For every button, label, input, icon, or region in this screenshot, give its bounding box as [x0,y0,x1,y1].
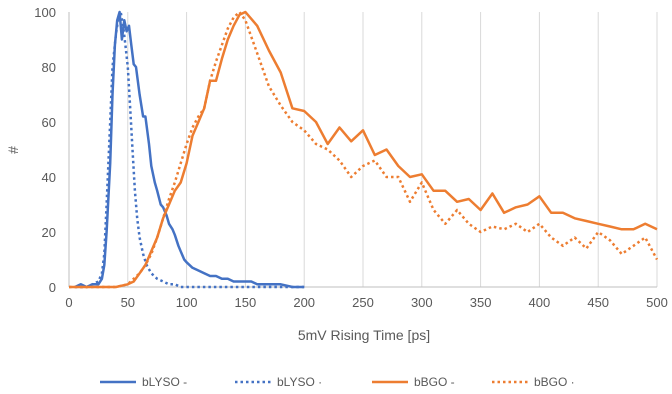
series-line-3 [69,10,659,289]
legend-label: bBGO · [534,375,575,389]
x-tick-label: 350 [470,295,492,310]
x-tick-label: 0 [65,295,72,310]
x-tick-label: 100 [176,295,198,310]
x-axis-title: 5mV Rising Time [ps] [298,327,430,343]
y-tick-label: 100 [34,5,56,20]
y-tick-label: 40 [42,170,56,185]
x-tick-label: 500 [646,295,668,310]
x-tick-label: 400 [529,295,551,310]
legend-label: bLYSO - [142,375,187,389]
legend-label: bLYSO · [277,375,322,389]
x-tick-label: 50 [121,295,135,310]
y-tick-label: 0 [49,280,56,295]
axes [68,12,657,288]
gridlines [127,12,658,287]
series-group [69,10,659,289]
legend-label: bBGO - [414,375,455,389]
y-tick-label: 60 [42,115,56,130]
x-tick-label: 300 [411,295,433,310]
x-tick-label: 450 [587,295,609,310]
tick-labels: 0 50 100 150 200 250 300 350 400 450 500 0 20 40 60 80 1… [34,5,668,310]
series-line-0 [74,10,305,289]
x-tick-label: 150 [235,295,257,310]
legend: bLYSO - bLYSO · bBGO - bBGO · [100,375,575,389]
series-line-1 [74,10,305,289]
x-tick-label: 200 [293,295,315,310]
y-tick-label: 80 [42,60,56,75]
x-tick-label: 250 [352,295,374,310]
y-tick-label: 20 [42,225,56,240]
y-axis-title: # [5,146,21,154]
